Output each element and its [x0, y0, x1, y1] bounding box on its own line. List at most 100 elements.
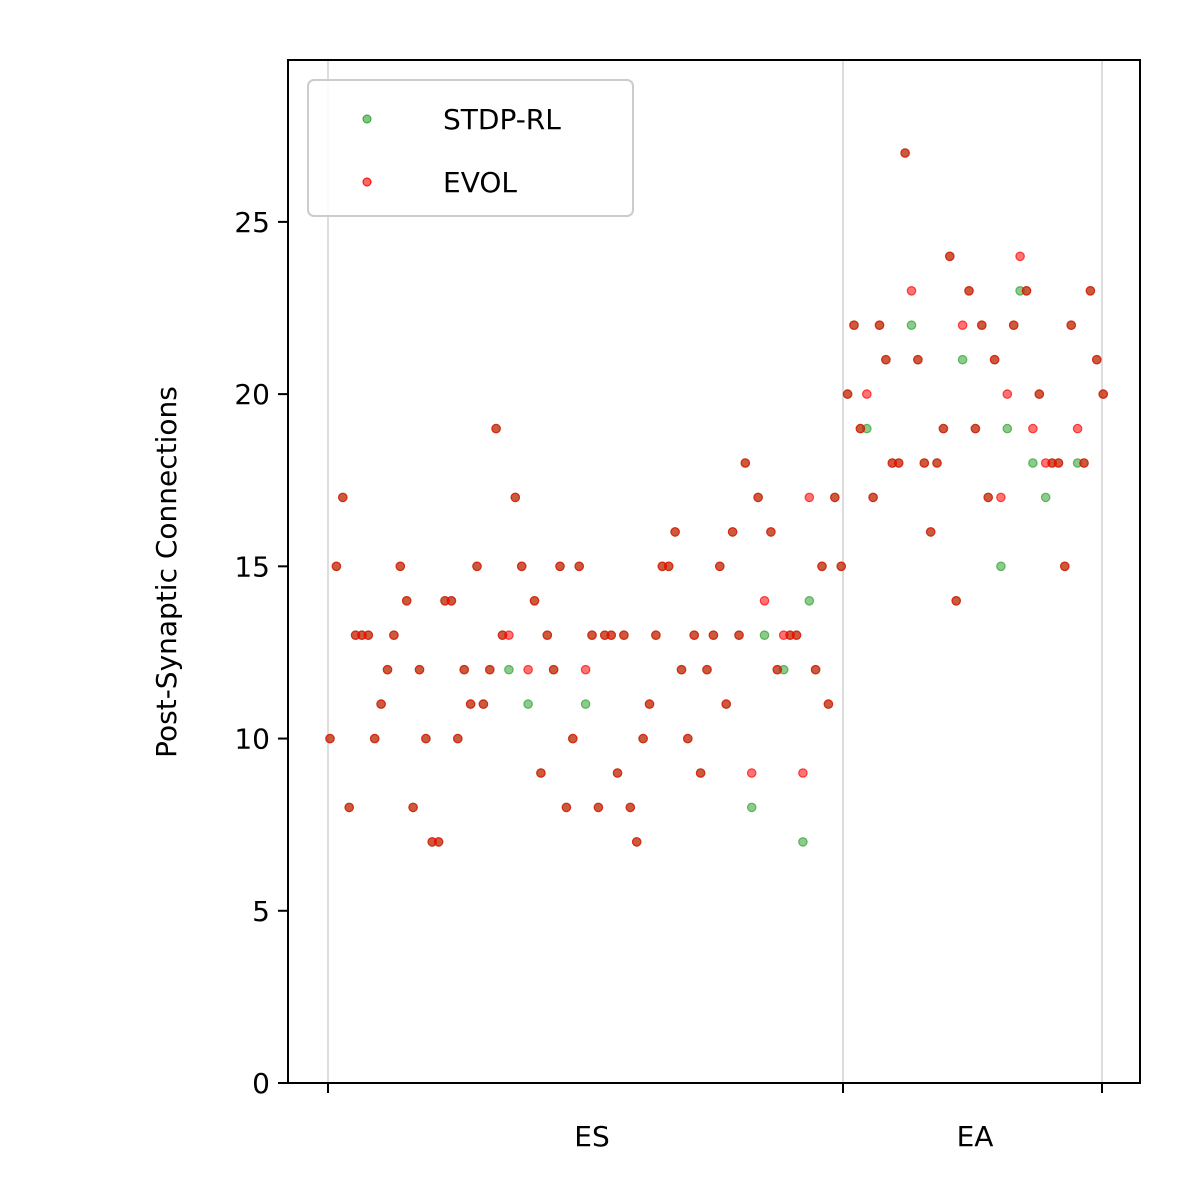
data-point-evol [331, 561, 342, 572]
legend: STDP-RL EVOL [307, 79, 634, 217]
data-point-evol [740, 458, 751, 468]
data-point-evol [433, 837, 444, 847]
data-point-evol [548, 664, 559, 675]
data-point-evol [401, 595, 412, 606]
data-point-stdp-rl [798, 837, 808, 847]
data-point-evol [574, 561, 584, 572]
data-point-evol [861, 389, 872, 399]
y-tick-label: 0 [252, 1067, 270, 1100]
data-point-evol [452, 733, 463, 744]
grid-lines [327, 60, 1103, 1083]
data-point-evol [369, 733, 380, 744]
data-point-evol [708, 630, 719, 640]
data-point-evol [823, 699, 834, 709]
data-point-evol [504, 630, 514, 640]
data-point-evol [395, 561, 406, 572]
data-point-evol [893, 458, 904, 468]
legend-label-evol: EVOL [443, 166, 517, 199]
data-point-evol [580, 664, 591, 675]
data-point-stdp-rl [504, 664, 514, 675]
data-point-evol [695, 768, 706, 778]
data-point-evol [631, 837, 642, 847]
data-point-evol [957, 320, 968, 330]
data-point-evol [906, 285, 917, 296]
data-point-evol [625, 802, 636, 813]
data-point-evol [874, 320, 885, 330]
data-point-evol [1008, 320, 1019, 330]
data-point-evol [983, 492, 993, 503]
data-point-evol [555, 561, 565, 572]
data-point-evol [459, 664, 469, 675]
data-point-evol [689, 630, 699, 640]
data-point-stdp-rl [1002, 423, 1013, 434]
data-point-evol [1015, 251, 1025, 262]
data-point-evol [446, 595, 457, 606]
data-point-evol [836, 561, 846, 572]
data-point-stdp-rl [580, 699, 591, 709]
data-point-evol [638, 733, 648, 744]
data-point-stdp-rl [906, 320, 917, 330]
data-point-evol [663, 561, 674, 572]
data-point-evol [421, 733, 431, 744]
data-point-evol [932, 458, 942, 468]
data-point-evol [682, 733, 693, 744]
data-point-evol [1060, 561, 1070, 572]
data-point-evol [516, 561, 527, 572]
x-tick-label: EA [957, 1120, 994, 1153]
data-point-evol [925, 527, 936, 537]
data-point-stdp-rl [804, 595, 815, 606]
data-point-evol [478, 699, 489, 709]
data-point-evol [1079, 458, 1089, 468]
data-point-evol [714, 561, 725, 572]
data-point-evol [670, 527, 680, 537]
data-point-evol [919, 458, 930, 468]
data-point-evol [465, 699, 476, 709]
legend-marker-stdp-rl [362, 114, 372, 124]
data-point-stdp-rl [1028, 458, 1038, 468]
data-point-evol [414, 664, 425, 675]
data-point-evol [676, 664, 687, 675]
data-point-evol [1072, 423, 1083, 434]
data-point-evol [1066, 320, 1076, 330]
y-tick-label: 15 [234, 550, 270, 583]
data-point-evol [484, 664, 495, 675]
data-point-evol [651, 630, 661, 640]
data-point-evol [1053, 458, 1064, 468]
axes: ES EA 0 5 10 15 20 25 [234, 206, 1103, 1153]
data-point-evol [734, 630, 744, 640]
data-point-evol [753, 492, 763, 503]
data-point-evol [1034, 389, 1045, 399]
data-point-evol [523, 664, 533, 675]
data-point-evol [376, 699, 386, 709]
x-tick-label: ES [574, 1120, 609, 1153]
data-point-evol [593, 802, 604, 813]
data-points [325, 148, 1108, 847]
data-point-evol [1092, 354, 1102, 365]
data-point-evol [382, 664, 393, 675]
data-point-evol [1098, 389, 1108, 399]
data-point-evol [970, 423, 981, 434]
data-point-evol [900, 148, 910, 158]
data-point-evol [989, 354, 1000, 365]
data-point-evol [849, 320, 859, 330]
data-point-evol [804, 492, 815, 503]
data-point-evol [619, 630, 629, 640]
data-point-evol [644, 699, 655, 709]
data-point-evol [472, 561, 482, 572]
data-point-evol [1021, 285, 1032, 296]
data-point-evol [938, 423, 949, 434]
data-point-evol [567, 733, 578, 744]
data-point-stdp-rl [996, 561, 1006, 572]
data-point-evol [817, 561, 827, 572]
data-point-evol [561, 802, 572, 813]
y-axis-label: Post-Synaptic Connections [150, 386, 183, 758]
data-point-evol [868, 492, 878, 503]
data-point-evol [766, 527, 776, 537]
data-point-evol [976, 320, 987, 330]
data-point-stdp-rl [746, 802, 757, 813]
data-point-evol [612, 768, 623, 778]
y-tick-label: 25 [234, 206, 270, 239]
y-tick-label: 10 [234, 723, 270, 756]
data-point-evol [772, 664, 783, 675]
data-point-evol [759, 595, 770, 606]
